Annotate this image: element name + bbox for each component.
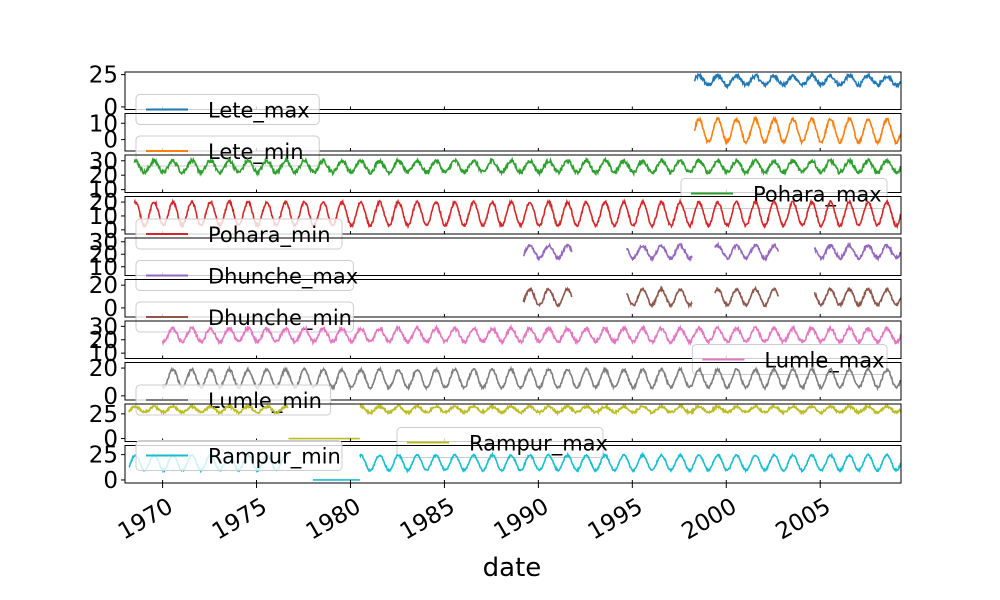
legend-pohara-max: Pohara_max — [680, 178, 888, 209]
legend-label: Rampur_max — [469, 432, 608, 457]
legend-label: Lumle_min — [208, 389, 322, 414]
legend-box — [135, 260, 354, 291]
legend-label: Rampur_min — [208, 445, 341, 470]
x-axis-label: date — [483, 553, 542, 583]
legend-box — [135, 135, 320, 167]
y-tick-label: 25 — [89, 443, 118, 469]
subplot-rampur-min: 025 Rampur_min — [89, 440, 902, 494]
series-line-lete-min-segment-1 — [693, 115, 901, 146]
series-line-dhunche-max-segment-2 — [625, 242, 693, 263]
y-tick-label: 20 — [89, 273, 118, 299]
x-tick-label: 1990 — [490, 494, 554, 546]
axes-frame — [124, 113, 902, 152]
legend-box — [680, 178, 888, 209]
y-tick-label: 20 — [89, 356, 118, 382]
x-tick-label: 2005 — [772, 494, 836, 546]
series-line-dhunche-min-segment-4 — [813, 286, 901, 309]
legend-dhunche-min: Dhunche_min — [135, 301, 354, 333]
axes-frame — [124, 71, 902, 110]
axes-frame — [124, 279, 902, 318]
legend-lumle-max: Lumle_max — [691, 344, 888, 375]
subplot-lete-max: 0 25 Lete_max — [89, 63, 902, 125]
x-tick-label: 1980 — [302, 494, 366, 546]
series-line-lumle-min-segment-1 — [161, 365, 901, 392]
legend-box — [135, 440, 343, 471]
legend-rampur-min: Rampur_min — [135, 440, 343, 471]
y-tick-label: 0 — [103, 427, 118, 453]
series-line-dhunche-min-segment-1 — [522, 286, 573, 308]
x-tick-label: 1995 — [584, 494, 648, 546]
series-line-rampur-max-segment-2 — [359, 404, 901, 417]
legend-rampur-max: Rampur_max — [396, 427, 608, 458]
series-line-pohara-min-segment-1 — [133, 198, 901, 230]
series-line-dhunche-min-segment-3 — [714, 285, 780, 309]
axes-frame — [124, 196, 902, 235]
axes-frame — [124, 445, 902, 484]
x-tick-label: 1975 — [208, 494, 272, 546]
y-tick-label: 20 — [89, 328, 118, 354]
y-tick-label: 30 — [89, 314, 118, 340]
series-line-dhunche-max-segment-3 — [714, 241, 780, 262]
legend-label: Lumle_max — [764, 349, 884, 374]
series-line-dhunche-min-segment-2 — [625, 285, 693, 310]
y-tick-label: 30 — [89, 230, 118, 256]
subplot-rampur-max: 025 Rampur_max — [89, 402, 902, 458]
y-tick-label: 25 — [89, 402, 118, 428]
y-tick-label: 0 — [103, 128, 118, 154]
series-line-rampur-max-segment-1 — [128, 404, 289, 416]
legend-box — [396, 427, 604, 458]
y-tick-label: 30 — [89, 149, 118, 175]
y-tick-label: 10 — [89, 178, 118, 204]
series-line-dhunche-max-segment-1 — [523, 242, 573, 262]
axes-frame — [124, 362, 902, 401]
y-tick-label: 25 — [89, 63, 118, 89]
x-axis: 1970 1975 1980 1985 1990 1995 2000 2005 — [114, 483, 835, 545]
legend-lumle-min: Lumle_min — [135, 384, 332, 416]
subplot-panels: 025Lete_max010Lete_min102030Pohara_max01… — [89, 63, 902, 494]
legend-label: Lete_min — [208, 140, 304, 165]
x-tick-label: 1970 — [114, 494, 178, 546]
y-tick-label: 10 — [89, 111, 118, 137]
axes-frame — [124, 154, 902, 193]
legend-label: Dhunche_max — [208, 265, 358, 290]
y-tick-label: 20 — [89, 163, 118, 189]
y-tick-label: 20 — [89, 190, 118, 216]
x-tick-label: 1985 — [396, 494, 460, 546]
series-line-dhunche-max-segment-4 — [813, 241, 901, 263]
y-tick-label: 0 — [103, 296, 118, 322]
legend-dhunche-max: Dhunche_max — [135, 260, 358, 291]
series-line-lete-max-segment-1 — [693, 72, 901, 90]
y-tick-label: 0 — [103, 468, 118, 494]
y-tick-label: 0 — [103, 95, 118, 121]
series-line-rampur-min-segment-2 — [359, 451, 901, 474]
subplot-dhunche-min: 020 Dhunche_min — [89, 273, 902, 333]
y-tick-label: 0 — [103, 384, 118, 410]
y-tick-label: 20 — [89, 242, 118, 268]
legend-label: Dhunche_min — [208, 306, 352, 331]
axes-frame — [124, 237, 902, 276]
y-tick-label: 10 — [89, 204, 118, 230]
series-line-pohara-max-segment-1 — [133, 156, 901, 178]
legend-label: Lete_max — [208, 99, 310, 124]
x-tick-label: 2000 — [678, 494, 742, 546]
legend-box — [135, 94, 320, 125]
legend-box — [135, 218, 343, 250]
y-tick-label: 10 — [89, 255, 118, 281]
legend-label: Pohara_min — [208, 223, 331, 248]
y-tick-label: 0 — [103, 218, 118, 244]
legend-pohara-min: Pohara_min — [135, 218, 343, 250]
legend-lete-max: Lete_max — [135, 94, 320, 125]
y-tick-label: 10 — [89, 341, 118, 367]
series-line-lumle-max-segment-1 — [161, 323, 901, 347]
